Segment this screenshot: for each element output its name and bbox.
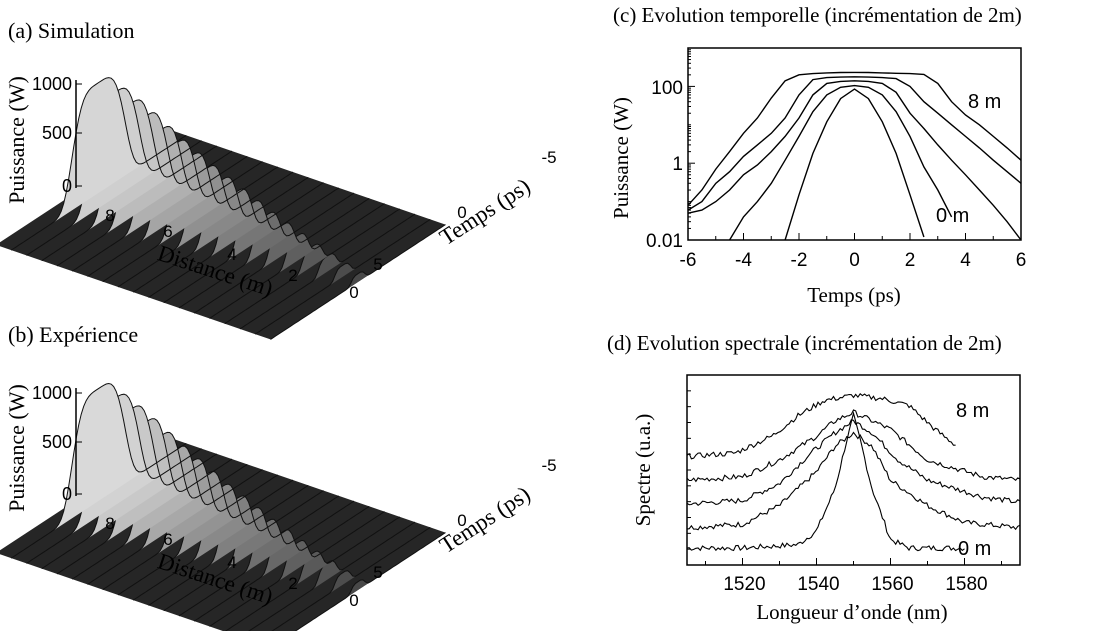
panel-d-x-tick-label: 1580 [945,574,987,595]
panel-c-x-tick-label: 6 [1016,250,1027,271]
panel-c-curves [687,71,1022,241]
panel-c-x-tick-label: -4 [735,250,752,271]
panel-b-title: (b) Expérience [8,322,138,347]
panel-d-curves [686,392,1021,552]
panel-b-time-tick: 5 [373,563,382,582]
panel-d-x-tick-label: 1520 [723,574,765,595]
panel-a-surface-contour [10,77,187,251]
panel-b-surface-plot: 0 500 1000 Puissance (W) 8 6 4 2 0 Dista… [0,382,557,631]
panel-b-surface [0,382,446,631]
panel-b-surface-slice [248,522,415,631]
panel-d-annotation-0m: 0 m [958,538,991,560]
panel-c-ticks [687,47,1022,241]
panel-a-distance-tick: 2 [288,266,297,285]
panel-a-time-label: Temps (ps) [435,173,535,250]
panel-b-surface-contour [209,511,385,627]
panel-b-z-label: Puissance (W) [4,384,29,512]
panel-b-distance-tick: 8 [105,514,114,533]
panel-a-title: (a) Simulation [8,18,134,43]
panel-b-distance-tick: 6 [163,530,172,549]
panel-c-annotation-8m: 8 m [968,91,1001,113]
panel-b-surface-contour [10,382,187,559]
panel-b-time-tick: -5 [541,456,556,475]
panel-a-surface-plot: 0 500 1000 Puissance (W) 8 6 4 2 0 Dista… [0,74,557,340]
panel-a-distance-tick: 4 [227,245,236,264]
panel-b-surface-contour [294,532,446,631]
panel-c-y-label: Puissance (W) [609,97,633,219]
panel-a-distance-tick: 8 [105,206,114,225]
panel-b-surface-slice [133,484,309,601]
panel-a-distance-tick: 6 [163,222,172,241]
panel-d-y-label: Spectre (u.a.) [631,414,655,527]
panel-c-x-tick-label: 4 [960,250,971,271]
panel-a-distance-tick: 0 [349,283,358,302]
panel-c-series-line [784,88,925,241]
panel-b-surface-slice [87,446,263,585]
panel-b-surface-contour [224,516,401,631]
panel-d-annotation-8m: 8 m [956,400,989,422]
panel-c-x-tick-label: -6 [680,250,697,271]
panel-b-surface-contour [193,505,370,622]
panel-d-x-tick-label: 1540 [797,574,839,595]
panel-a-surface-slice [72,126,248,272]
panel-a-surface-slice [118,165,293,287]
panel-a-z-label: Puissance (W) [4,76,29,204]
panel-c-series-line [687,80,1022,241]
panel-b-surface-contour [271,526,431,631]
panel-a-surface-contour [209,203,385,319]
panel-c-line-plot: -6 -4 -2 0 2 4 6 0.01 1 100 Temps (ps) P… [609,47,1027,307]
panel-a-surface-slice [133,177,309,293]
panel-a-time-tick: 0 [457,203,466,222]
panel-c-series-line [687,71,1022,206]
panel-a-time-tick: -5 [541,148,556,167]
panel-d-x-tick-label: 1560 [871,574,913,595]
panel-d-series-line [686,392,956,460]
panel-b-z-tick-label: 1000 [32,383,72,403]
panel-d-x-label: Longueur d’onde (nm) [756,600,947,624]
panel-a-surface-contour [270,224,446,340]
panel-b-surface-slice [118,471,293,595]
panel-d-series-line [686,411,965,552]
panel-a-z-tick-label: 0 [62,176,72,196]
panel-d-line-plot: 1520 1540 1560 1580 Longueur d’onde (nm)… [631,374,1021,624]
panel-b-surface-slice [11,383,187,559]
panel-a-surface [0,77,446,340]
panel-b-surface-slice [102,458,278,590]
panel-a-surface-slice [11,77,187,251]
panel-c-annotation-0m: 0 m [936,205,969,227]
panel-d-ticks [687,390,1002,565]
panel-b-time-label: Temps (ps) [435,481,535,558]
panel-c-y-tick-label: 1 [672,154,683,175]
panel-a-time-tick: 5 [373,255,382,274]
panel-a-surface-contour [254,218,431,335]
panel-c-x-tick-label: 0 [849,250,860,271]
panel-d-series-line [686,419,1021,507]
panel-c-y-tick-label: 100 [651,78,683,99]
panel-c-series-line [687,76,1022,211]
panel-a-surface-slice [87,140,263,277]
panel-c-title: (c) Evolution temporelle (incrémentation… [613,3,1022,27]
panel-a-surface-slice [102,152,278,282]
panel-c-series-line [729,84,953,241]
panel-c-x-label: Temps (ps) [807,283,901,307]
panel-b-z-tick-label: 0 [62,484,72,504]
panel-c-y-tick-label: 0.01 [646,231,683,252]
panel-d-title: (d) Evolution spectrale (incrémentation … [607,331,1002,355]
panel-d-series-line [686,409,1021,483]
panel-b-time-tick: 0 [457,511,466,530]
panel-a-surface-contour [224,208,401,325]
panel-a-z-tick-label: 1000 [32,74,72,94]
panel-d-series-line [686,431,1021,531]
panel-c-x-tick-label: 2 [905,250,916,271]
panel-b-z-tick-label: 500 [42,432,72,452]
panel-a-z-tick-label: 500 [42,123,72,143]
panel-c-x-tick-label: -2 [791,250,808,271]
panel-b-distance-tick: 2 [288,574,297,593]
panel-b-distance-tick: 4 [227,553,236,572]
panel-b-distance-tick: 0 [349,591,358,610]
